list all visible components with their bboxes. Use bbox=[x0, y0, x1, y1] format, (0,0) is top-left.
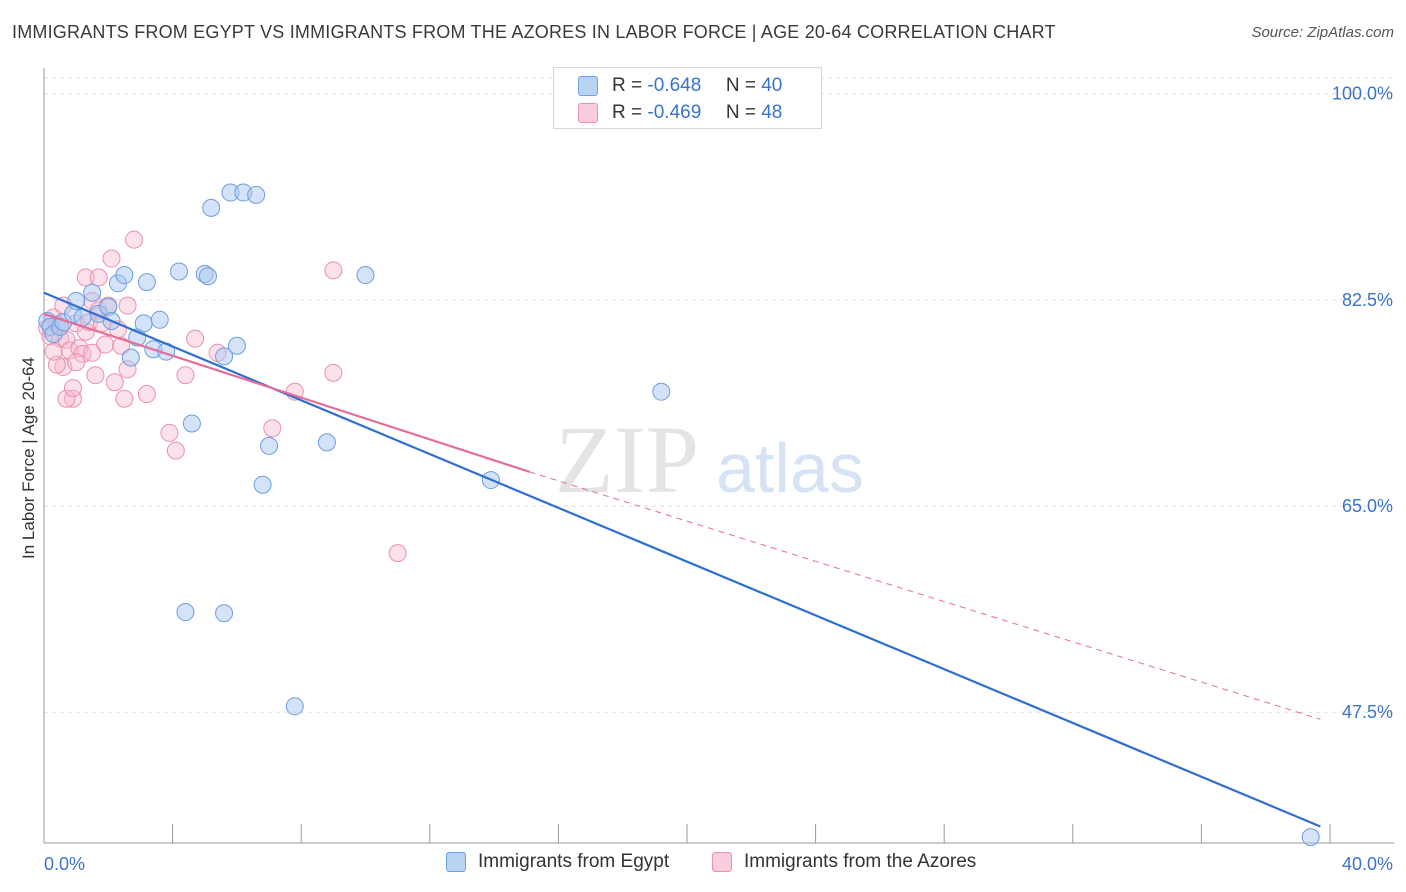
data-point-egypt bbox=[115, 266, 134, 285]
data-point-azores bbox=[388, 544, 407, 563]
data-point-azores bbox=[115, 389, 134, 408]
data-point-egypt bbox=[83, 283, 102, 302]
x-tick-label-min: 0.0% bbox=[44, 854, 85, 874]
data-point-egypt bbox=[202, 198, 221, 217]
data-point-egypt bbox=[150, 310, 169, 329]
legend-r-label: R = bbox=[612, 75, 643, 96]
data-point-azores bbox=[89, 268, 108, 287]
legend-item-azores[interactable]: Immigrants from the Azores bbox=[712, 851, 976, 873]
data-point-egypt bbox=[227, 336, 246, 355]
data-point-egypt bbox=[652, 382, 671, 401]
data-point-azores bbox=[137, 385, 156, 404]
data-point-azores bbox=[96, 335, 115, 354]
y-axis-label: In Labor Force | Age 20-64 bbox=[19, 357, 38, 559]
data-point-azores bbox=[83, 343, 102, 362]
legend-azores-n: 48 bbox=[761, 102, 783, 123]
y-tick-label: 65.0% bbox=[1342, 496, 1393, 516]
data-point-egypt bbox=[121, 348, 140, 367]
data-point-azores bbox=[67, 353, 86, 372]
data-point-egypt bbox=[170, 262, 189, 281]
data-point-azores bbox=[44, 342, 63, 361]
legend-swatch-egypt bbox=[446, 852, 466, 872]
data-point-azores bbox=[324, 261, 343, 280]
correlation-legend: R = -0.648 N = 40 R = -0.469 N = 48 bbox=[553, 67, 822, 129]
data-point-egypt bbox=[317, 433, 336, 452]
watermark-atlas: atlas bbox=[716, 429, 864, 507]
data-point-egypt bbox=[198, 267, 217, 286]
y-tick-label: 47.5% bbox=[1342, 702, 1393, 722]
series-legend: Immigrants from Egypt Immigrants from th… bbox=[0, 851, 1406, 879]
data-point-azores bbox=[57, 389, 76, 408]
data-point-azores bbox=[63, 389, 82, 408]
data-point-azores bbox=[263, 419, 282, 438]
legend-item-egypt[interactable]: Immigrants from Egypt bbox=[446, 851, 669, 873]
y-tick-label: 100.0% bbox=[1332, 84, 1393, 104]
data-point-egypt bbox=[253, 475, 272, 494]
data-point-azores bbox=[186, 329, 205, 348]
data-point-egypt bbox=[1301, 828, 1320, 847]
legend-egypt-r: -0.648 bbox=[647, 75, 702, 96]
watermark-zip: ZIP bbox=[555, 406, 699, 513]
source-label: Source: ZipAtlas.com bbox=[1251, 24, 1394, 41]
data-point-egypt bbox=[182, 414, 201, 433]
legend-label-egypt: Immigrants from Egypt bbox=[478, 851, 670, 872]
legend-swatch-egypt bbox=[578, 76, 598, 96]
trend-line-azores bbox=[43, 312, 530, 473]
legend-n-label: N = bbox=[725, 102, 756, 123]
data-point-azores bbox=[160, 423, 179, 442]
legend-swatch-azores bbox=[712, 852, 732, 872]
data-point-azores bbox=[102, 249, 121, 268]
data-point-azores bbox=[324, 363, 343, 382]
legend-label-azores: Immigrants from the Azores bbox=[744, 851, 977, 872]
data-point-azores bbox=[125, 230, 144, 249]
chart-title: IMMIGRANTS FROM EGYPT VS IMMIGRANTS FROM… bbox=[12, 22, 1056, 42]
data-point-azores bbox=[105, 373, 124, 392]
data-point-egypt bbox=[137, 273, 156, 292]
legend-r-label: R = bbox=[612, 102, 643, 123]
data-point-egypt bbox=[356, 266, 375, 285]
y-tick-label: 82.5% bbox=[1342, 290, 1393, 310]
data-point-egypt bbox=[215, 347, 234, 366]
x-tick-label-max: 40.0% bbox=[1342, 854, 1393, 874]
data-point-egypt bbox=[285, 697, 304, 716]
data-point-azores bbox=[76, 268, 95, 287]
legend-egypt-n: 40 bbox=[761, 75, 783, 96]
legend-swatch-azores bbox=[578, 103, 598, 123]
data-point-egypt bbox=[176, 603, 195, 622]
data-point-azores bbox=[176, 366, 195, 385]
data-point-azores bbox=[86, 366, 105, 385]
data-point-egypt bbox=[247, 185, 266, 204]
trend-line-egypt bbox=[43, 291, 1321, 828]
data-point-azores bbox=[118, 296, 137, 315]
data-point-egypt bbox=[134, 314, 153, 333]
data-point-azores bbox=[166, 441, 185, 460]
legend-n-label: N = bbox=[725, 75, 756, 96]
data-point-egypt bbox=[260, 436, 279, 455]
data-point-azores bbox=[63, 379, 82, 398]
trend-line-azores-extrapolated bbox=[529, 471, 1321, 720]
data-point-egypt bbox=[215, 604, 234, 623]
legend-azores-r: -0.469 bbox=[647, 102, 702, 123]
